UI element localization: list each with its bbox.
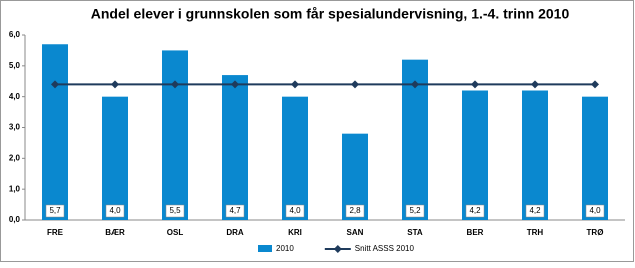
value-label-box [225, 204, 245, 218]
y-tick-label: 0,0 [9, 215, 21, 224]
value-label: 5,7 [49, 206, 61, 215]
value-label-box [465, 204, 485, 218]
value-label: 4,0 [289, 206, 301, 215]
bar [522, 90, 548, 220]
line-marker [591, 80, 599, 89]
value-label-box [285, 204, 305, 218]
line-marker [411, 80, 419, 89]
value-label-box [525, 204, 545, 218]
bar [462, 90, 488, 220]
x-tick-label: BER [467, 228, 484, 237]
value-label: 4,0 [589, 206, 601, 215]
value-label: 5,5 [169, 206, 181, 215]
value-label: 5,2 [409, 206, 421, 215]
x-tick-label: SAN [347, 228, 364, 237]
bar [42, 44, 68, 220]
x-tick-label: FRE [47, 228, 64, 237]
y-tick-label: 3,0 [9, 123, 21, 132]
legend-swatch [258, 245, 272, 252]
x-tick-label: TRH [527, 228, 544, 237]
value-label-box [585, 204, 605, 218]
line-marker [111, 80, 119, 89]
line-marker [231, 80, 239, 89]
legend-label: 2010 [276, 244, 294, 253]
value-label-box [165, 204, 185, 218]
value-label-box [405, 204, 425, 218]
line-marker [351, 80, 359, 89]
value-label-box [345, 204, 365, 218]
line-marker [471, 80, 479, 89]
y-tick-label: 6,0 [9, 30, 21, 39]
value-label-box [45, 204, 65, 218]
value-label: 4,0 [109, 206, 121, 215]
x-tick-label: DRA [226, 228, 244, 237]
x-tick-label: TRØ [587, 228, 604, 237]
legend-label: Snitt ASSS 2010 [355, 244, 415, 253]
x-tick-label: KRI [288, 228, 302, 237]
x-tick-label: OSL [167, 228, 184, 237]
value-label-box [105, 204, 125, 218]
y-tick-label: 1,0 [9, 184, 21, 193]
line-marker [51, 80, 59, 89]
y-tick-label: 5,0 [9, 61, 21, 70]
bar [102, 96, 128, 220]
legend-marker [333, 245, 342, 253]
bar [582, 96, 608, 220]
x-tick-label: STA [407, 228, 423, 237]
y-tick-label: 2,0 [9, 153, 21, 162]
bar [282, 96, 308, 220]
chart-title: Andel elever i grunnskolen som får spesi… [91, 6, 570, 22]
value-label: 4,2 [469, 206, 481, 215]
x-tick-label: BÆR [105, 228, 125, 237]
line-marker [531, 80, 539, 89]
value-label: 4,2 [529, 206, 541, 215]
bar [222, 75, 248, 220]
value-label: 2,8 [349, 206, 361, 215]
value-label: 4,7 [229, 206, 241, 215]
bar [162, 50, 188, 220]
line-marker [291, 80, 299, 89]
line-marker [171, 80, 179, 89]
y-tick-label: 4,0 [9, 92, 21, 101]
